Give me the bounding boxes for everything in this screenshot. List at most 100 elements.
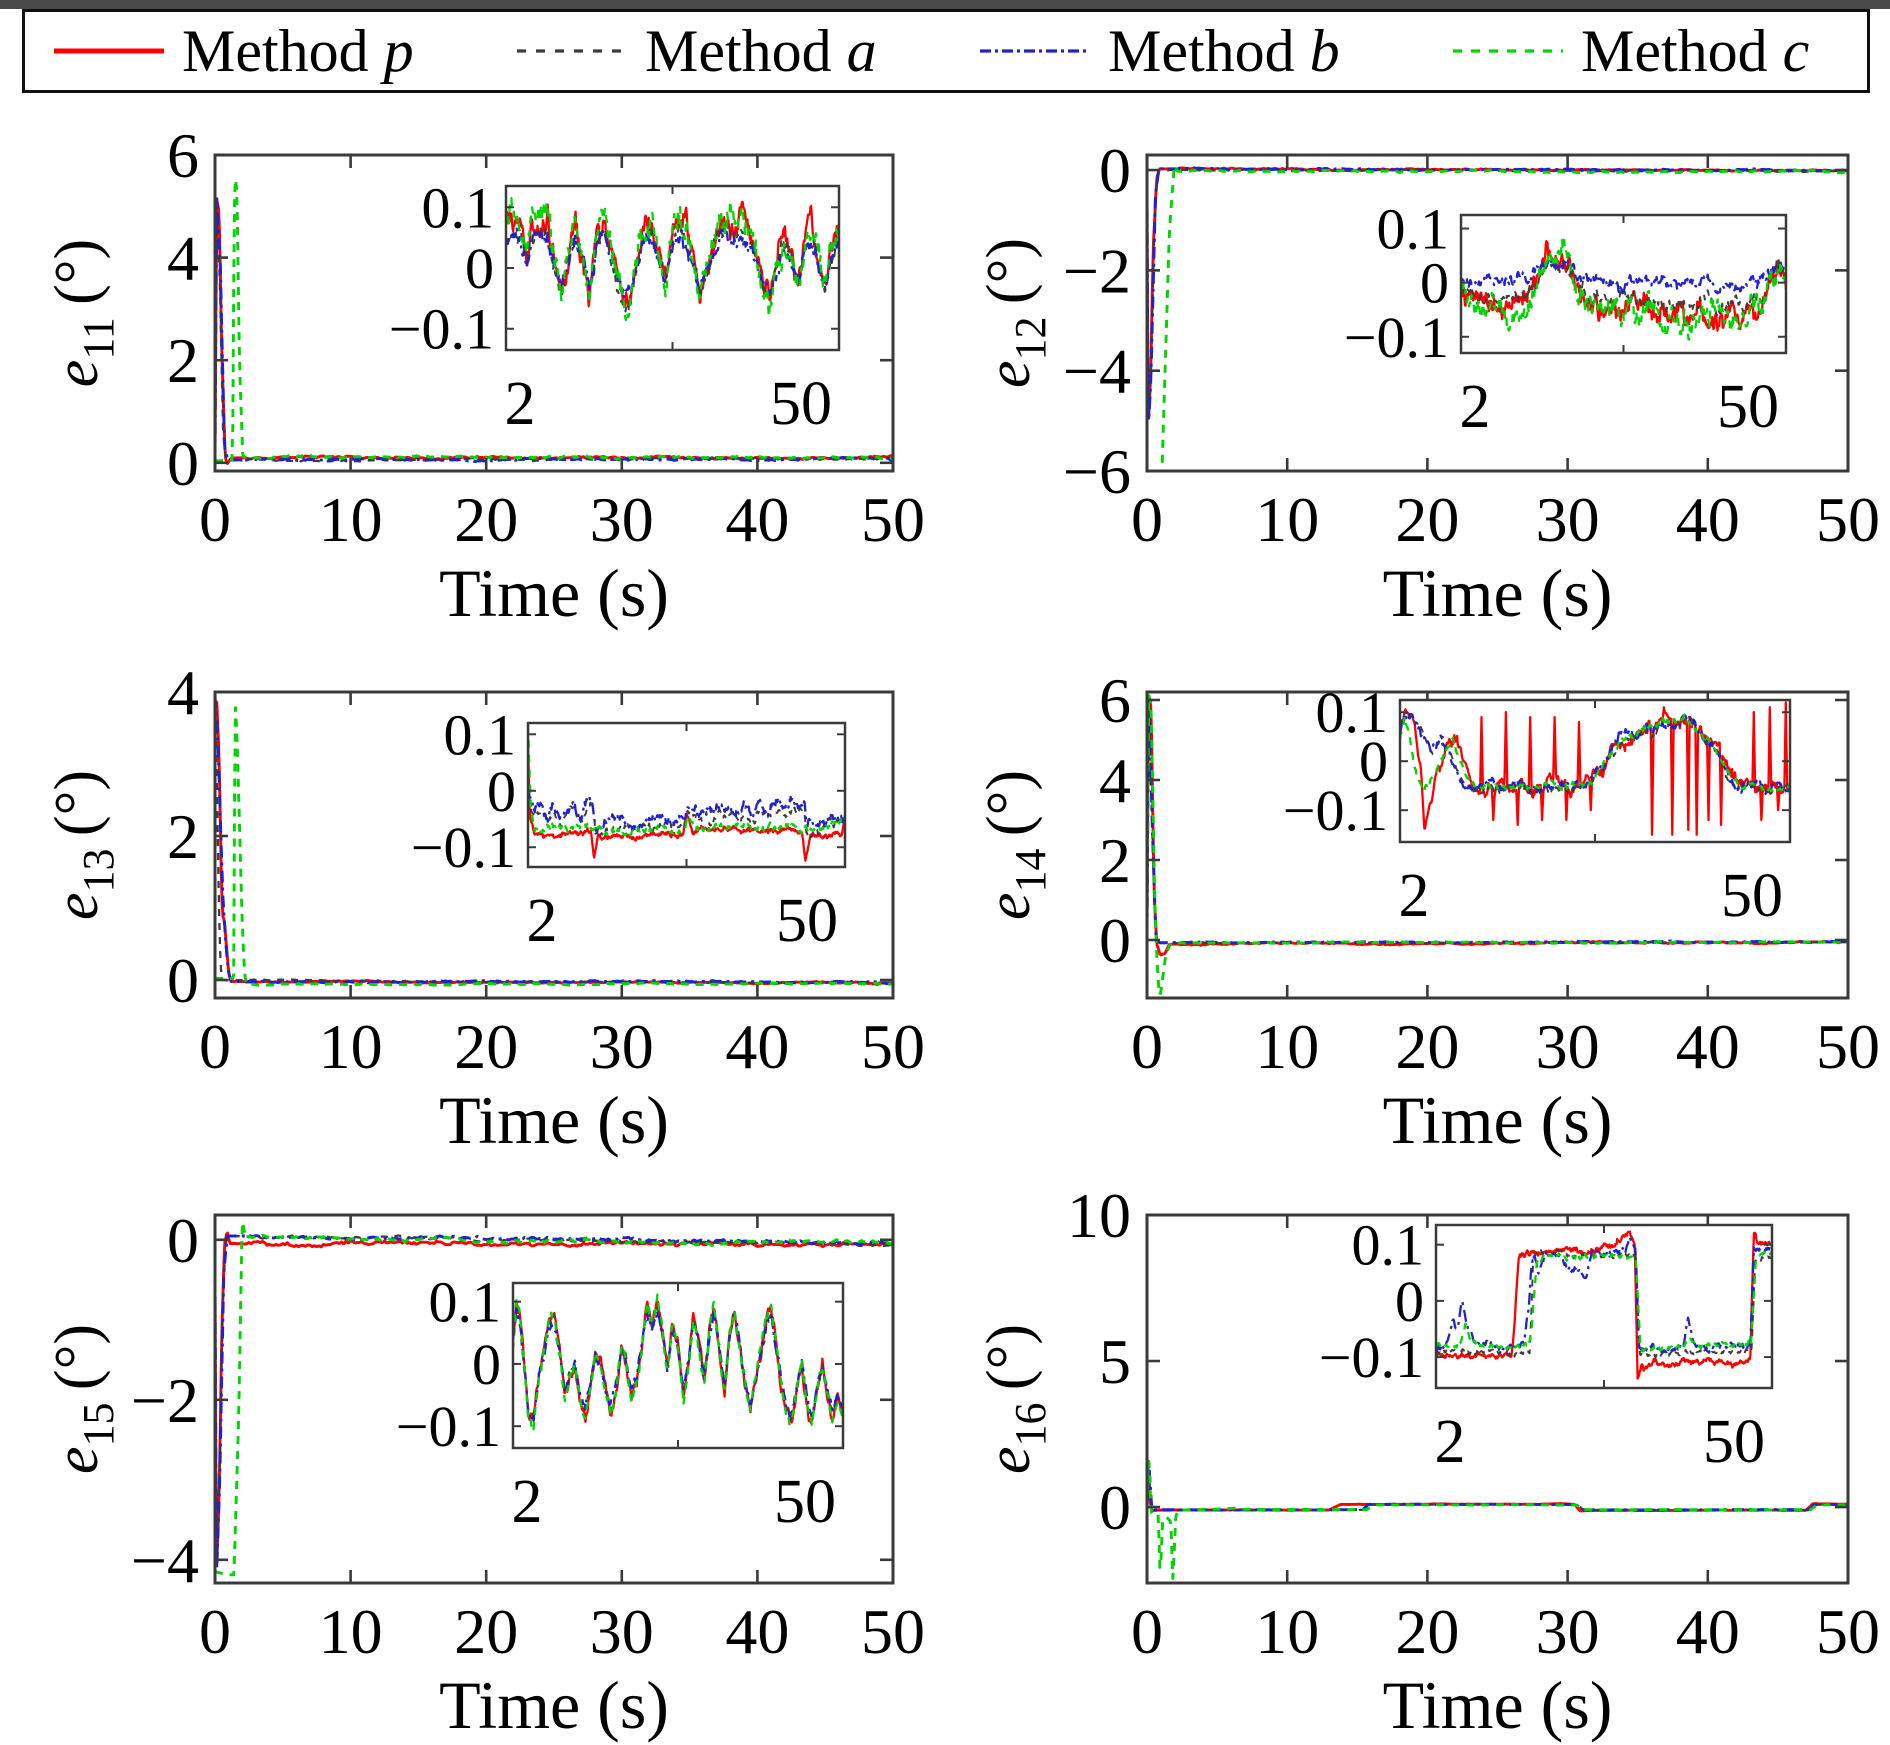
series-method-b [215, 1233, 893, 1570]
legend-item-method-a: Method a [513, 21, 877, 81]
xtick-label: 20 [1395, 1596, 1459, 1667]
xtick-label: 20 [454, 1596, 518, 1667]
xaxis-label-e12: Time (s) [1383, 555, 1613, 631]
axes-frame-e11 [213, 153, 895, 473]
plot-area-e11 [215, 178, 893, 465]
inset-xtick-label: 2 [505, 370, 536, 438]
yaxis-label-e12: e12 (°) [975, 238, 1055, 388]
series-method-c [215, 178, 893, 463]
legend-line-method-c-icon [1453, 49, 1563, 53]
axes-frame-e12 [1145, 153, 1850, 473]
xtick-label: 50 [1816, 484, 1880, 555]
inset-ticks [1400, 700, 1790, 842]
axes-ticks-e11 [213, 153, 895, 471]
xtick-label: 30 [1536, 1596, 1600, 1667]
inset-ticks [513, 1283, 843, 1448]
plot-area-e16 [1147, 1459, 1848, 1580]
ytick-label: 2 [167, 325, 199, 396]
inset-plot-area [1436, 1230, 1772, 1380]
xtick-label: 30 [1536, 1011, 1600, 1082]
xtick-label: 30 [590, 484, 654, 555]
inset-ytick-label: −0.1 [411, 815, 516, 880]
yaxis-label-e15: e15 (°) [43, 1324, 123, 1474]
series-method-a [1147, 168, 1848, 418]
legend-item-method-b: Method b [976, 21, 1340, 81]
xtick-label: 20 [454, 1011, 518, 1082]
ytick-label: 2 [1099, 825, 1131, 896]
legend-line-method-b-icon [980, 49, 1090, 53]
ytick-label: 4 [167, 223, 199, 294]
xtick-label: 20 [454, 484, 518, 555]
inset-bg [506, 186, 839, 350]
xtick-label: 10 [319, 1596, 383, 1667]
xtick-label: 0 [1131, 484, 1163, 555]
inset-e15: 0.10−0.12 50 [396, 1270, 845, 1536]
inset-series-method-c [513, 1293, 843, 1431]
xtick-label: 40 [725, 1596, 789, 1667]
xtick-label: 0 [199, 1011, 231, 1082]
xtick-label: 0 [1131, 1596, 1163, 1667]
inset-ytick-label: 0.1 [422, 175, 495, 240]
legend: Method p Method a Method b Method c [22, 9, 1870, 93]
yaxis-label-e14: e14 (°) [975, 770, 1055, 920]
ytick-label: 5 [1099, 1326, 1131, 1397]
series-method-p [215, 1231, 893, 1565]
inset-plot-area [506, 197, 839, 322]
inset-ytick-label: 0 [487, 759, 516, 824]
xtick-label: 0 [199, 1596, 231, 1667]
series-method-b [215, 695, 893, 986]
inset-series-method-p [1436, 1230, 1772, 1380]
inset-series-method-a [1436, 1249, 1772, 1359]
inset-e13: 0.10−0.12 50 [411, 702, 847, 955]
xtick-label: 50 [861, 1596, 925, 1667]
series-method-a [215, 699, 893, 986]
plot-area-e15 [215, 1220, 893, 1577]
ytick-label: −4 [131, 1525, 199, 1596]
ytick-label: 0 [1099, 135, 1131, 206]
inset-bg [528, 723, 845, 867]
plot-area-e12 [1147, 164, 1848, 471]
inset-series-method-a [1461, 257, 1786, 317]
plot-area-e13 [215, 695, 893, 987]
ytick-label: 0 [167, 1205, 199, 1276]
ytick-label: −6 [1063, 436, 1131, 507]
legend-label-method-c: Method c [1581, 18, 1810, 84]
inset-ytick-label: 0.1 [1316, 680, 1389, 745]
inset-ytick-label: 0 [465, 236, 494, 301]
plot-area-e14 [1147, 694, 1848, 997]
inset-xtick-label: 50 [1703, 1408, 1765, 1476]
inset-ytick-label: 0 [1420, 251, 1449, 316]
series-method-p [1147, 1483, 1848, 1513]
legend-item-method-p: Method p [50, 21, 414, 81]
axes-frame-e16 [1145, 1213, 1850, 1585]
xtick-label: 30 [1536, 484, 1600, 555]
inset-xtick-label: 2 [1435, 1408, 1466, 1476]
ytick-label: −2 [1063, 235, 1131, 306]
ytick-label: 6 [167, 120, 199, 191]
inset-series-method-a [506, 222, 839, 313]
ytick-label: 2 [167, 801, 199, 872]
xtick-label: 10 [319, 1011, 383, 1082]
ytick-label: 4 [1099, 745, 1131, 816]
inset-xtick-label: 2 [512, 1468, 543, 1536]
inset-ytick-label: 0.1 [444, 702, 517, 767]
inset-ytick-label: −0.1 [396, 1394, 501, 1459]
axes-ticks-e14 [1145, 692, 1850, 998]
inset-ticks [1461, 215, 1786, 353]
ytick-label: −4 [1063, 336, 1131, 407]
inset-e12: 0.10−0.12 50 [1344, 197, 1788, 441]
xtick-label: 50 [1816, 1011, 1880, 1082]
inset-xtick-label: 50 [774, 1468, 836, 1536]
legend-label-method-p: Method p [182, 18, 414, 84]
series-method-b [1147, 166, 1848, 422]
inset-xtick-label: 2 [527, 887, 558, 955]
xtick-label: 40 [1676, 484, 1740, 555]
inset-ticks [506, 186, 839, 350]
inset-series-method-c [1436, 1251, 1772, 1353]
inset-xtick-label: 50 [1717, 373, 1779, 441]
inset-plot-area [513, 1293, 843, 1431]
inset-xtick-label: 50 [770, 370, 832, 438]
